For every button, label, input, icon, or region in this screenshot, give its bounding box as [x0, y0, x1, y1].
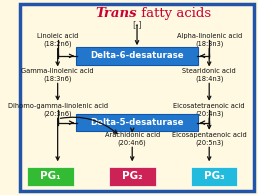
FancyBboxPatch shape — [76, 114, 198, 131]
Text: Stearidonic acid
(18:4n3): Stearidonic acid (18:4n3) — [182, 68, 236, 82]
Text: fatty acids: fatty acids — [137, 7, 211, 20]
Text: Dihomo-gamma-linolenic acid
(20:3n6): Dihomo-gamma-linolenic acid (20:3n6) — [7, 103, 108, 117]
Text: [-]: [-] — [132, 20, 142, 29]
FancyBboxPatch shape — [76, 47, 198, 65]
Text: Eicosatetraenoic acid
(20:4n3): Eicosatetraenoic acid (20:4n3) — [173, 103, 245, 117]
Text: Alpha-linolenic acid
(18:3n3): Alpha-linolenic acid (18:3n3) — [176, 33, 242, 47]
Text: PG₂: PG₂ — [122, 171, 142, 181]
FancyBboxPatch shape — [191, 167, 237, 186]
Text: Delta-5-desaturase: Delta-5-desaturase — [90, 118, 184, 127]
FancyBboxPatch shape — [20, 4, 254, 191]
Text: Gamma-linolenic acid
(18:3n6): Gamma-linolenic acid (18:3n6) — [21, 68, 94, 82]
Text: Trans: Trans — [95, 7, 137, 20]
Text: Arachidonic acid
(20:4n6): Arachidonic acid (20:4n6) — [104, 132, 160, 146]
Text: PG₃: PG₃ — [204, 171, 224, 181]
Text: Delta-6-desaturase: Delta-6-desaturase — [90, 51, 184, 60]
Text: Linoleic acid
(18:2n6): Linoleic acid (18:2n6) — [37, 33, 78, 47]
Text: Eicosapentaenoic acid
(20:5n3): Eicosapentaenoic acid (20:5n3) — [172, 132, 247, 146]
FancyBboxPatch shape — [109, 167, 156, 186]
Text: PG₁: PG₁ — [40, 171, 61, 181]
FancyBboxPatch shape — [27, 167, 74, 186]
